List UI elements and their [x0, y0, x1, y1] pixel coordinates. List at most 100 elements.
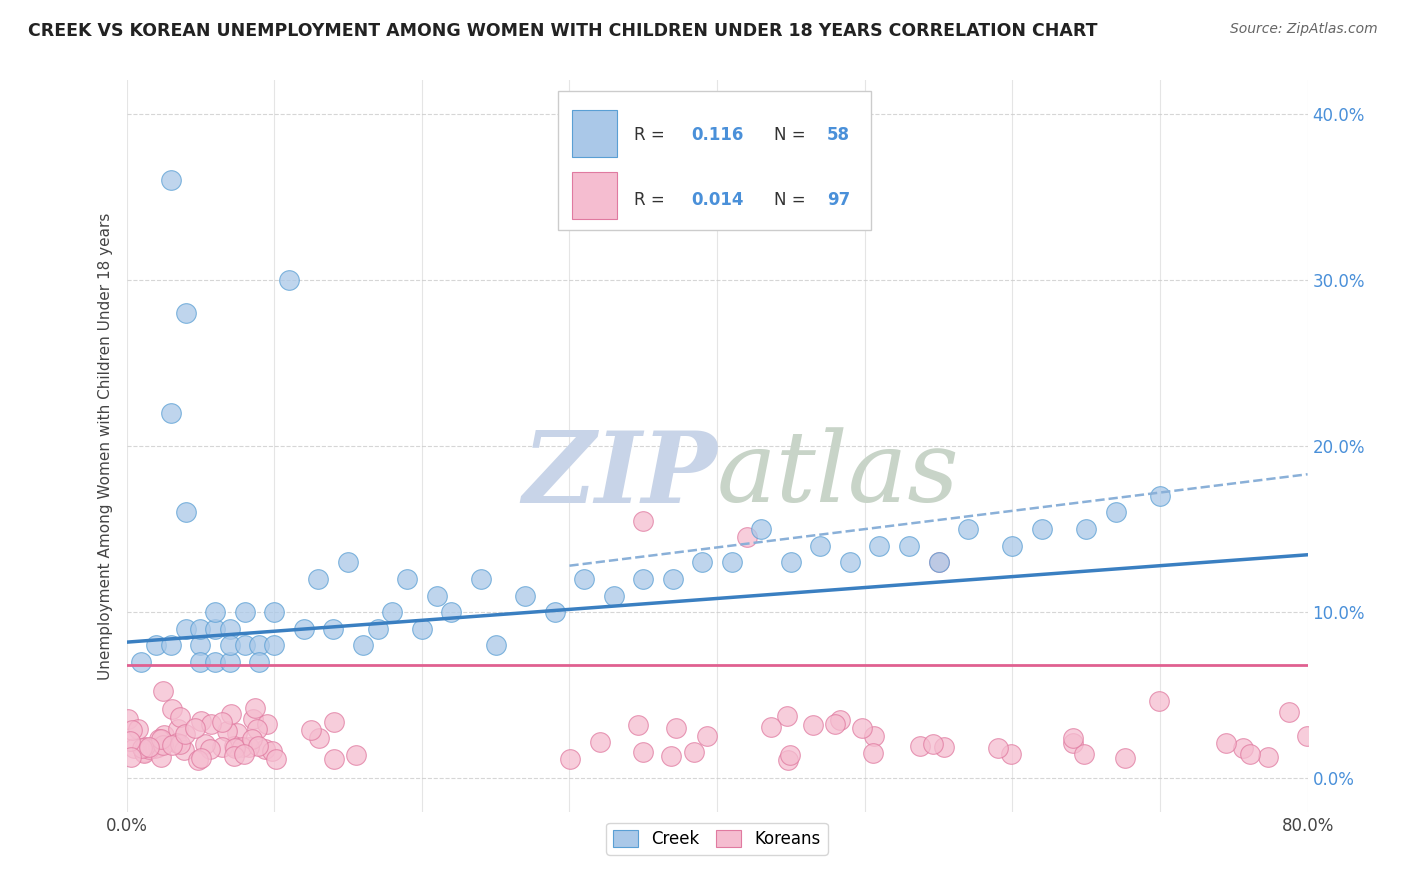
FancyBboxPatch shape — [558, 91, 870, 230]
Point — [204, 655, 226, 669]
Point — [219, 706, 242, 721]
Point — [780, 555, 803, 569]
Point — [219, 655, 242, 669]
Point — [922, 737, 945, 751]
Point — [367, 622, 389, 636]
Point — [1031, 522, 1053, 536]
Point — [352, 639, 374, 653]
Point — [120, 734, 142, 748]
Point — [589, 735, 612, 749]
Point — [1296, 729, 1319, 743]
Point — [198, 742, 221, 756]
Point — [751, 522, 773, 536]
Point — [153, 728, 176, 742]
Point — [515, 589, 537, 603]
Point — [231, 739, 253, 754]
Point — [851, 721, 873, 735]
Point — [574, 572, 596, 586]
Point — [381, 605, 404, 619]
Point — [322, 752, 344, 766]
Point — [869, 539, 891, 553]
Point — [631, 745, 654, 759]
Point — [146, 739, 169, 754]
Point — [240, 731, 263, 746]
Text: CREEK VS KOREAN UNEMPLOYMENT AMONG WOMEN WITH CHILDREN UNDER 18 YEARS CORRELATIO: CREEK VS KOREAN UNEMPLOYMENT AMONG WOMEN… — [28, 22, 1098, 40]
Point — [824, 716, 846, 731]
Point — [188, 622, 212, 636]
Point — [956, 522, 979, 536]
Point — [253, 741, 276, 756]
Point — [263, 605, 285, 619]
Point — [160, 702, 183, 716]
Point — [1073, 747, 1095, 761]
Point — [222, 739, 245, 754]
Point — [543, 605, 565, 619]
Point — [1105, 506, 1128, 520]
Point — [160, 738, 183, 752]
Point — [233, 747, 256, 762]
Point — [166, 736, 188, 750]
Point — [910, 739, 932, 754]
Text: 97: 97 — [827, 191, 851, 209]
Point — [720, 555, 742, 569]
Point — [121, 723, 143, 737]
Text: atlas: atlas — [717, 427, 960, 523]
Point — [1232, 740, 1254, 755]
Point — [224, 741, 246, 756]
Point — [1114, 751, 1136, 765]
Point — [263, 639, 285, 653]
Point — [219, 622, 242, 636]
Point — [692, 555, 714, 569]
Point — [152, 684, 174, 698]
Text: N =: N = — [773, 126, 811, 145]
Point — [1001, 539, 1024, 553]
Text: 0.116: 0.116 — [692, 126, 744, 145]
Point — [627, 717, 650, 731]
Point — [1149, 489, 1171, 503]
Point — [224, 748, 246, 763]
Point — [633, 514, 655, 528]
Point — [117, 713, 139, 727]
Point — [200, 716, 222, 731]
Point — [425, 589, 447, 603]
Point — [194, 737, 217, 751]
Text: ZIP: ZIP — [522, 427, 717, 524]
Point — [759, 720, 782, 734]
Point — [411, 622, 433, 636]
Point — [173, 727, 195, 741]
Point — [131, 741, 153, 756]
Point — [323, 715, 346, 730]
Point — [484, 639, 508, 653]
Point — [735, 530, 758, 544]
Point — [322, 622, 344, 636]
Point — [1062, 731, 1084, 745]
Point — [188, 639, 212, 653]
Point — [190, 714, 212, 728]
Point — [1147, 694, 1170, 708]
Text: 0.014: 0.014 — [692, 191, 744, 209]
Point — [138, 739, 160, 754]
Point — [1076, 522, 1098, 536]
Point — [145, 639, 167, 653]
Point — [134, 739, 156, 754]
Point — [337, 555, 360, 569]
Point — [160, 173, 183, 187]
Y-axis label: Unemployment Among Women with Children Under 18 years: Unemployment Among Women with Children U… — [98, 212, 114, 680]
Text: 58: 58 — [827, 126, 849, 145]
Point — [1215, 736, 1237, 750]
Point — [129, 655, 153, 669]
Point — [1062, 736, 1084, 750]
Point — [160, 406, 183, 420]
Point — [246, 739, 269, 753]
Point — [134, 745, 156, 759]
Point — [308, 572, 330, 586]
Point — [776, 753, 799, 767]
Point — [138, 742, 160, 756]
Point — [150, 732, 173, 747]
Point — [215, 723, 238, 738]
Point — [143, 741, 166, 756]
Point — [1239, 747, 1261, 761]
Point — [665, 722, 688, 736]
Point — [683, 745, 706, 759]
Point — [174, 506, 197, 520]
